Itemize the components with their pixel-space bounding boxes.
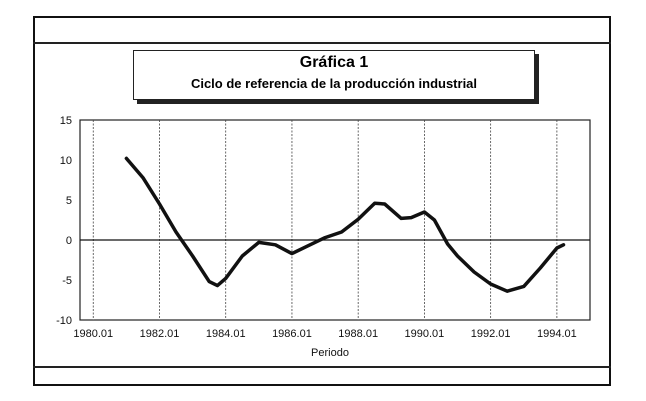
series-line	[124, 156, 566, 293]
x-tick-label: 1986.01	[272, 328, 312, 340]
x-axis-label: Periodo	[311, 347, 349, 359]
x-tick-label: 1980.01	[73, 328, 113, 340]
chart-title: Gráfica 1	[299, 54, 369, 71]
x-tick-label: 1988.01	[338, 328, 378, 340]
y-tick-label: -5	[62, 275, 72, 287]
y-tick-label: 15	[60, 115, 72, 127]
chart-subtitle: Ciclo de referencia de la producción ind…	[190, 76, 478, 91]
plot-area	[79, 119, 591, 321]
x-tick-label: 1982.01	[140, 328, 180, 340]
chart-frame	[33, 16, 611, 386]
divider	[33, 366, 611, 368]
y-tick-label: 5	[66, 195, 72, 207]
x-tick-label: 1990.01	[405, 328, 445, 340]
y-tick-label: -10	[56, 315, 72, 327]
y-tick-label: 10	[60, 155, 72, 167]
x-tick-label: 1984.01	[206, 328, 246, 340]
title-box: Gráfica 1 Ciclo de referencia de la prod…	[133, 50, 535, 100]
y-tick-label: 0	[66, 235, 72, 247]
divider	[33, 42, 611, 44]
x-tick-label: 1994.01	[537, 328, 577, 340]
x-tick-label: 1992.01	[471, 328, 511, 340]
